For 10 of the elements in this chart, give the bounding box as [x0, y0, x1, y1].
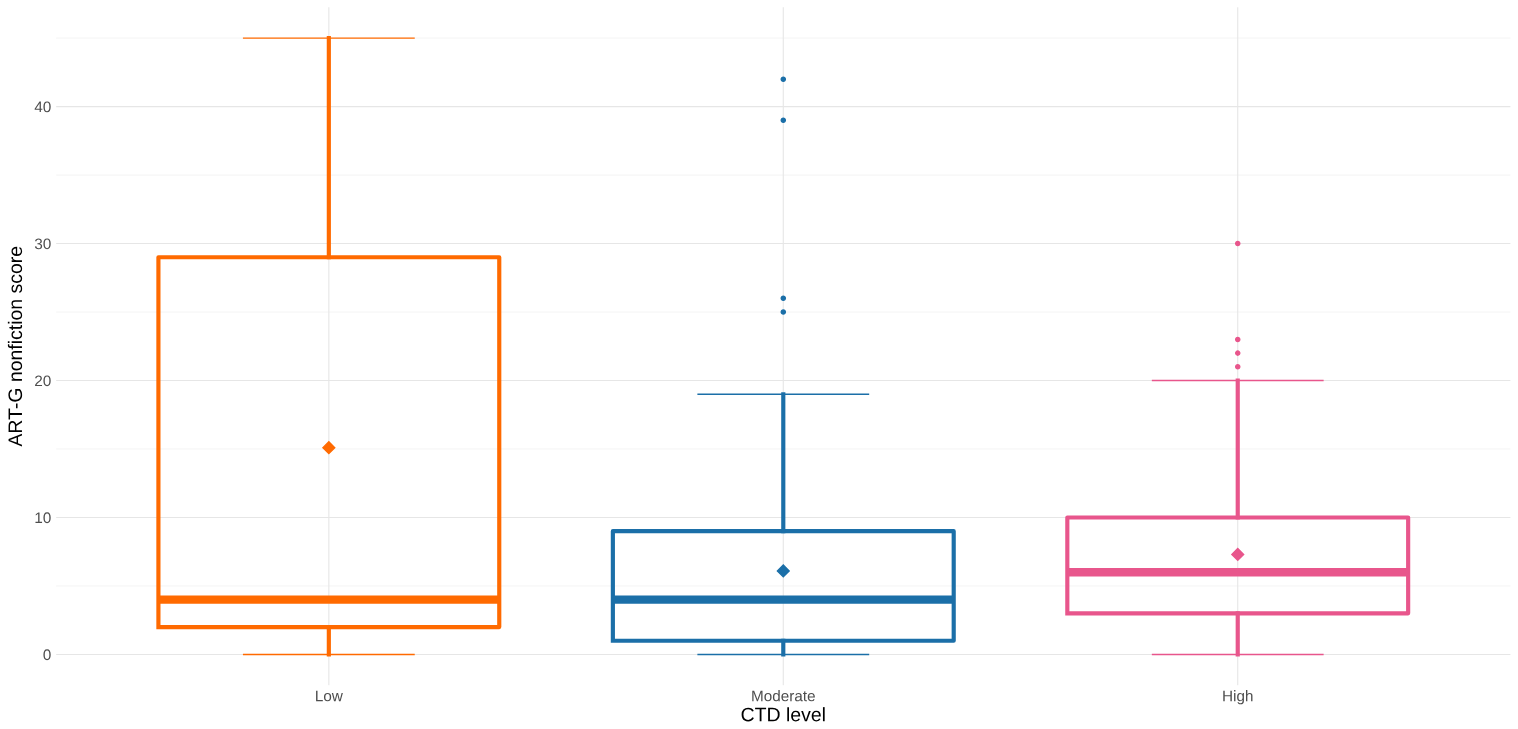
x-tick-label: Low	[316, 690, 343, 702]
y-axis-title: ART-G nonfiction score	[7, 246, 23, 447]
x-tick-label: Moderate	[752, 690, 815, 702]
y-tick-label: 20	[35, 375, 51, 387]
y-tick-label: 40	[34, 101, 51, 113]
x-tick-label: High	[1223, 690, 1253, 705]
y-tick-label: 0	[43, 649, 51, 661]
y-tick-label: 30	[34, 238, 51, 250]
y-tick-label: 10	[35, 512, 51, 524]
x-axis-title: CTD level	[741, 707, 825, 722]
